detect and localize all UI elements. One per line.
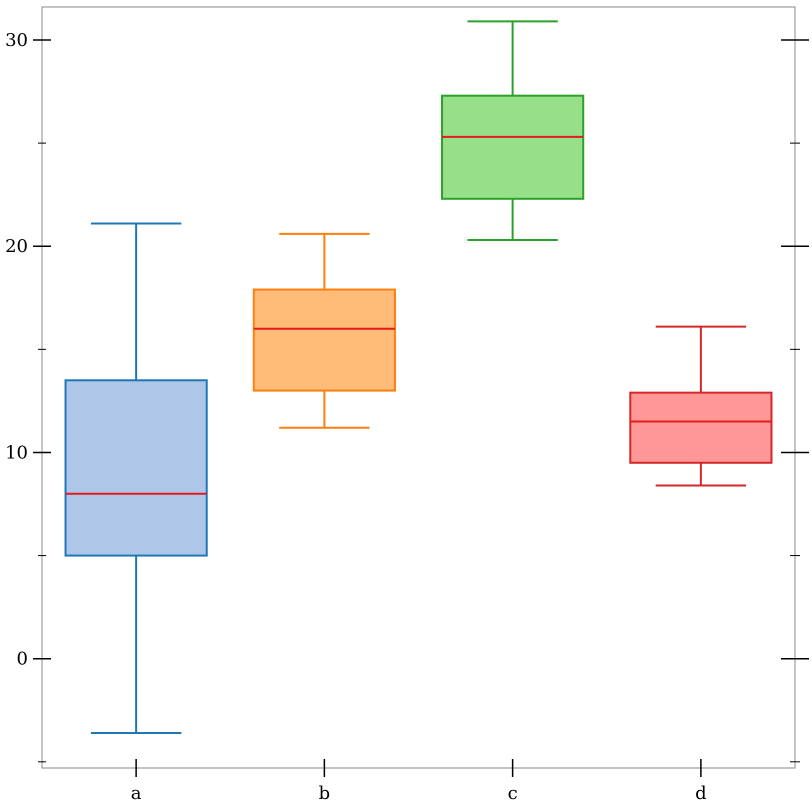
box-body bbox=[252, 288, 396, 392]
plot-frame bbox=[41, 6, 796, 769]
x-tick-label-b: b bbox=[319, 783, 331, 804]
box-a bbox=[64, 222, 208, 734]
y-tick-label: 10 bbox=[5, 442, 28, 463]
y-tick-label: 0 bbox=[17, 649, 28, 670]
box-c bbox=[441, 20, 585, 242]
box-b bbox=[252, 232, 396, 429]
x-tick-label-d: d bbox=[695, 783, 707, 804]
y-tick-label: 20 bbox=[5, 236, 28, 257]
box-d bbox=[629, 325, 773, 487]
tick-labels: 0 10 20 30 a b c d bbox=[5, 30, 707, 804]
box-body bbox=[441, 94, 585, 200]
box-body bbox=[64, 379, 208, 557]
box-body bbox=[629, 391, 773, 464]
x-tick-label-a: a bbox=[131, 783, 142, 804]
y-tick-label: 30 bbox=[5, 30, 28, 51]
x-tick-label-c: c bbox=[508, 783, 518, 804]
axis-ticks bbox=[33, 39, 809, 777]
boxes-layer bbox=[64, 20, 773, 734]
